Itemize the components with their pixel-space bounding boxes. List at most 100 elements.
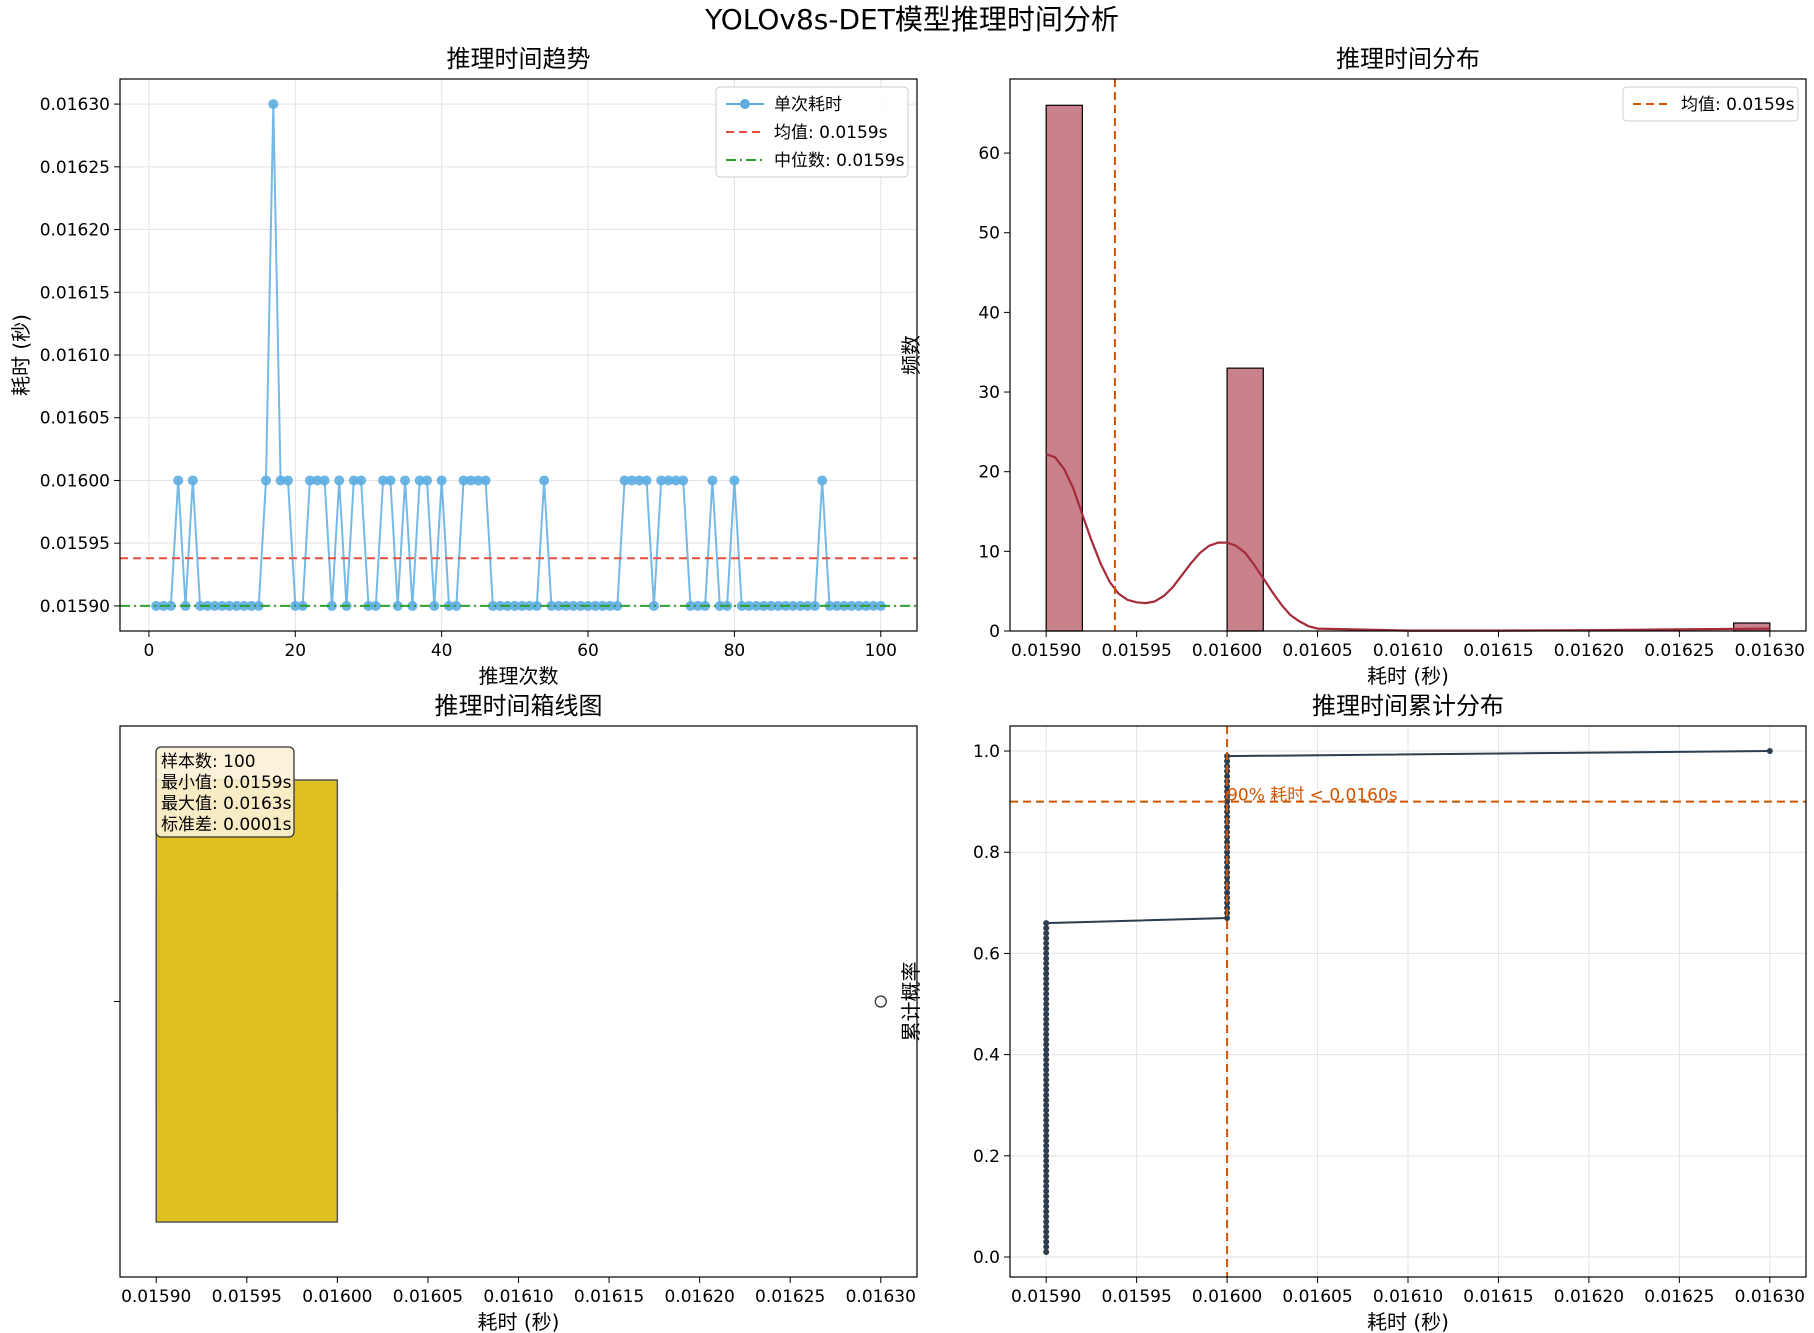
cdf-ytick-label: 0.2 <box>973 1147 1000 1167</box>
trend-point <box>714 600 725 611</box>
trend-point <box>385 475 396 486</box>
trend-point <box>729 475 740 486</box>
cdf-xtick-label: 0.01600 <box>1192 1287 1262 1307</box>
trend-point <box>414 475 425 486</box>
trend-ylabel: 耗时 (秒) <box>9 314 33 396</box>
cdf-point <box>1224 915 1231 922</box>
trend-point <box>692 600 703 611</box>
trend-point <box>656 475 667 486</box>
cdf-point <box>1043 1107 1050 1114</box>
cdf-point <box>1043 1011 1050 1018</box>
trend-ytick-label: 0.01590 <box>40 597 110 617</box>
trend-point <box>787 600 798 611</box>
cdf-point <box>1224 874 1231 881</box>
trend-point <box>846 600 857 611</box>
cdf-point <box>1043 1021 1050 1028</box>
trend-point <box>458 475 469 486</box>
trend-legend-marker <box>740 99 750 109</box>
cdf-point <box>1043 1071 1050 1078</box>
box-xtick-label: 0.01620 <box>664 1287 734 1307</box>
hist-ytick-label: 60 <box>978 144 1000 164</box>
trend-point <box>451 600 462 611</box>
hist-xtick-label: 0.01610 <box>1373 641 1443 661</box>
trend-point <box>473 475 484 486</box>
cdf-point <box>1224 904 1231 911</box>
cdf-point <box>1043 1087 1050 1094</box>
trend-point <box>685 600 696 611</box>
hist-kde-curve <box>1045 453 1770 632</box>
trend-point <box>751 600 762 611</box>
cdf-point <box>1043 965 1050 972</box>
trend-point <box>253 600 264 611</box>
trend-point <box>707 475 718 486</box>
cdf-point <box>1043 1213 1050 1220</box>
trend-point <box>634 475 645 486</box>
trend-point <box>173 475 184 486</box>
cdf-point <box>1043 950 1050 957</box>
box-axes-frame <box>119 725 918 1278</box>
trend-point <box>231 600 242 611</box>
cdf-point <box>1043 1076 1050 1083</box>
trend-xtick-label: 100 <box>865 641 897 661</box>
cdf-point <box>1043 1178 1050 1185</box>
trend-legend-box <box>715 86 909 178</box>
cdf-ytick-label: 0.0 <box>973 1248 1000 1268</box>
figure-title: YOLOv8s-DET模型推理时间分析 <box>704 3 1119 36</box>
cdf-point <box>1766 748 1773 755</box>
hist-axes-frame <box>1009 78 1807 632</box>
hist-xtick-label: 0.01625 <box>1644 641 1714 661</box>
box-xtick-label: 0.01590 <box>121 1287 191 1307</box>
hist-ylabel: 频数 <box>899 335 923 375</box>
trend-point <box>853 600 864 611</box>
cdf-xtick-label: 0.01605 <box>1282 1287 1352 1307</box>
cdf-point <box>1043 970 1050 977</box>
cdf-point <box>1043 960 1050 967</box>
cdf-ytick-label: 1.0 <box>973 742 1000 762</box>
cdf-point <box>1043 1132 1050 1139</box>
cdf-point <box>1043 995 1050 1002</box>
cdf-point <box>1043 1167 1050 1174</box>
box-stats-line: 样本数: 100 <box>161 752 256 772</box>
trend-point <box>546 600 557 611</box>
trend-point <box>773 600 784 611</box>
trend-point <box>392 600 403 611</box>
trend-ytick-label: 0.01595 <box>40 534 110 554</box>
cdf-title: 推理时间累计分布 <box>1312 692 1504 720</box>
cdf-point <box>1043 990 1050 997</box>
box-stats-line: 标准差: 0.0001s <box>161 815 292 835</box>
trend-ytick-label: 0.01610 <box>40 346 110 366</box>
box-xtick-label: 0.01600 <box>302 1287 372 1307</box>
cdf-point <box>1224 839 1231 846</box>
trend-point <box>326 600 337 611</box>
cdf-point <box>1043 1147 1050 1154</box>
cdf-point <box>1043 1031 1050 1038</box>
cdf-point <box>1043 940 1050 947</box>
trend-point <box>539 475 550 486</box>
box-title: 推理时间箱线图 <box>435 692 603 720</box>
cdf-point <box>1043 1127 1050 1134</box>
box-xtick-label: 0.01610 <box>483 1287 553 1307</box>
trend-point <box>465 475 476 486</box>
cdf-point <box>1043 1036 1050 1043</box>
trend-legend-label: 单次耗时 <box>774 95 842 115</box>
trend-point <box>356 475 367 486</box>
cdf-point <box>1043 1051 1050 1058</box>
cdf-ytick-label: 0.8 <box>973 843 1000 863</box>
cdf-point <box>1043 945 1050 952</box>
trend-legend-label: 中位数: 0.0159s <box>774 151 905 171</box>
cdf-point <box>1043 925 1050 932</box>
cdf-point <box>1043 1112 1050 1119</box>
cdf-point <box>1043 1041 1050 1048</box>
cdf-point <box>1043 1218 1050 1225</box>
hist-ytick-label: 50 <box>978 224 1000 244</box>
cdf-point <box>1043 1243 1050 1250</box>
cdf-xtick-label: 0.01610 <box>1373 1287 1443 1307</box>
cdf-point <box>1043 955 1050 962</box>
trend-point <box>480 475 491 486</box>
trend-point <box>612 600 623 611</box>
hist-ytick-label: 10 <box>978 542 1000 562</box>
cdf-point <box>1224 864 1231 871</box>
trend-point <box>304 475 315 486</box>
cdf-point <box>1043 1001 1050 1008</box>
